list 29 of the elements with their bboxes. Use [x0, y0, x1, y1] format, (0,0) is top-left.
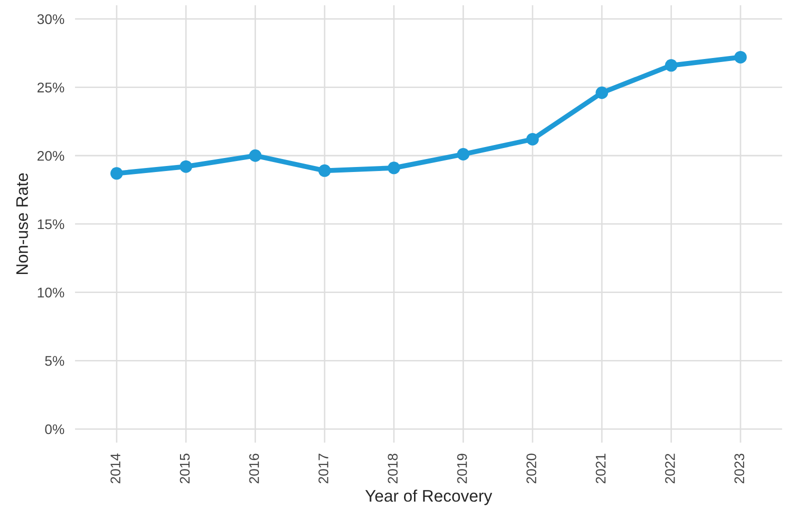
x-tick-label: 2018 [388, 454, 398, 484]
point [526, 132, 539, 146]
y-tick-label: 15% [38, 219, 64, 230]
y-tick-label: 20% [38, 150, 64, 161]
y-tick-label: 5% [45, 356, 64, 366]
y-tick-label: 25% [38, 82, 64, 92]
y-tick-label: 30% [37, 14, 64, 24]
x-tick-label: 2021 [596, 454, 606, 484]
x-tick-label: 2017 [318, 454, 328, 484]
point [456, 148, 470, 161]
x-tick-label: 2015 [180, 454, 190, 484]
x-tick-label: 2023 [734, 454, 744, 484]
x-tick-label: 2022 [665, 454, 675, 484]
x-axis-title: Year of Recovery [365, 490, 492, 506]
x-tick-label: 2020 [526, 454, 536, 484]
point [388, 162, 400, 174]
point [249, 149, 262, 162]
x-tick-label: 2014 [110, 454, 120, 484]
x-tick-label: 2016 [249, 454, 260, 484]
point [318, 164, 331, 177]
point [180, 160, 192, 173]
y-axis-title: Non-use Rate [16, 173, 28, 274]
point [734, 50, 747, 64]
y-tick-label: 0% [45, 424, 64, 434]
point [664, 59, 678, 72]
y-tick-label: 10% [38, 288, 64, 298]
point [596, 86, 608, 99]
point [110, 167, 123, 180]
x-tick-label: 2019 [457, 454, 467, 484]
